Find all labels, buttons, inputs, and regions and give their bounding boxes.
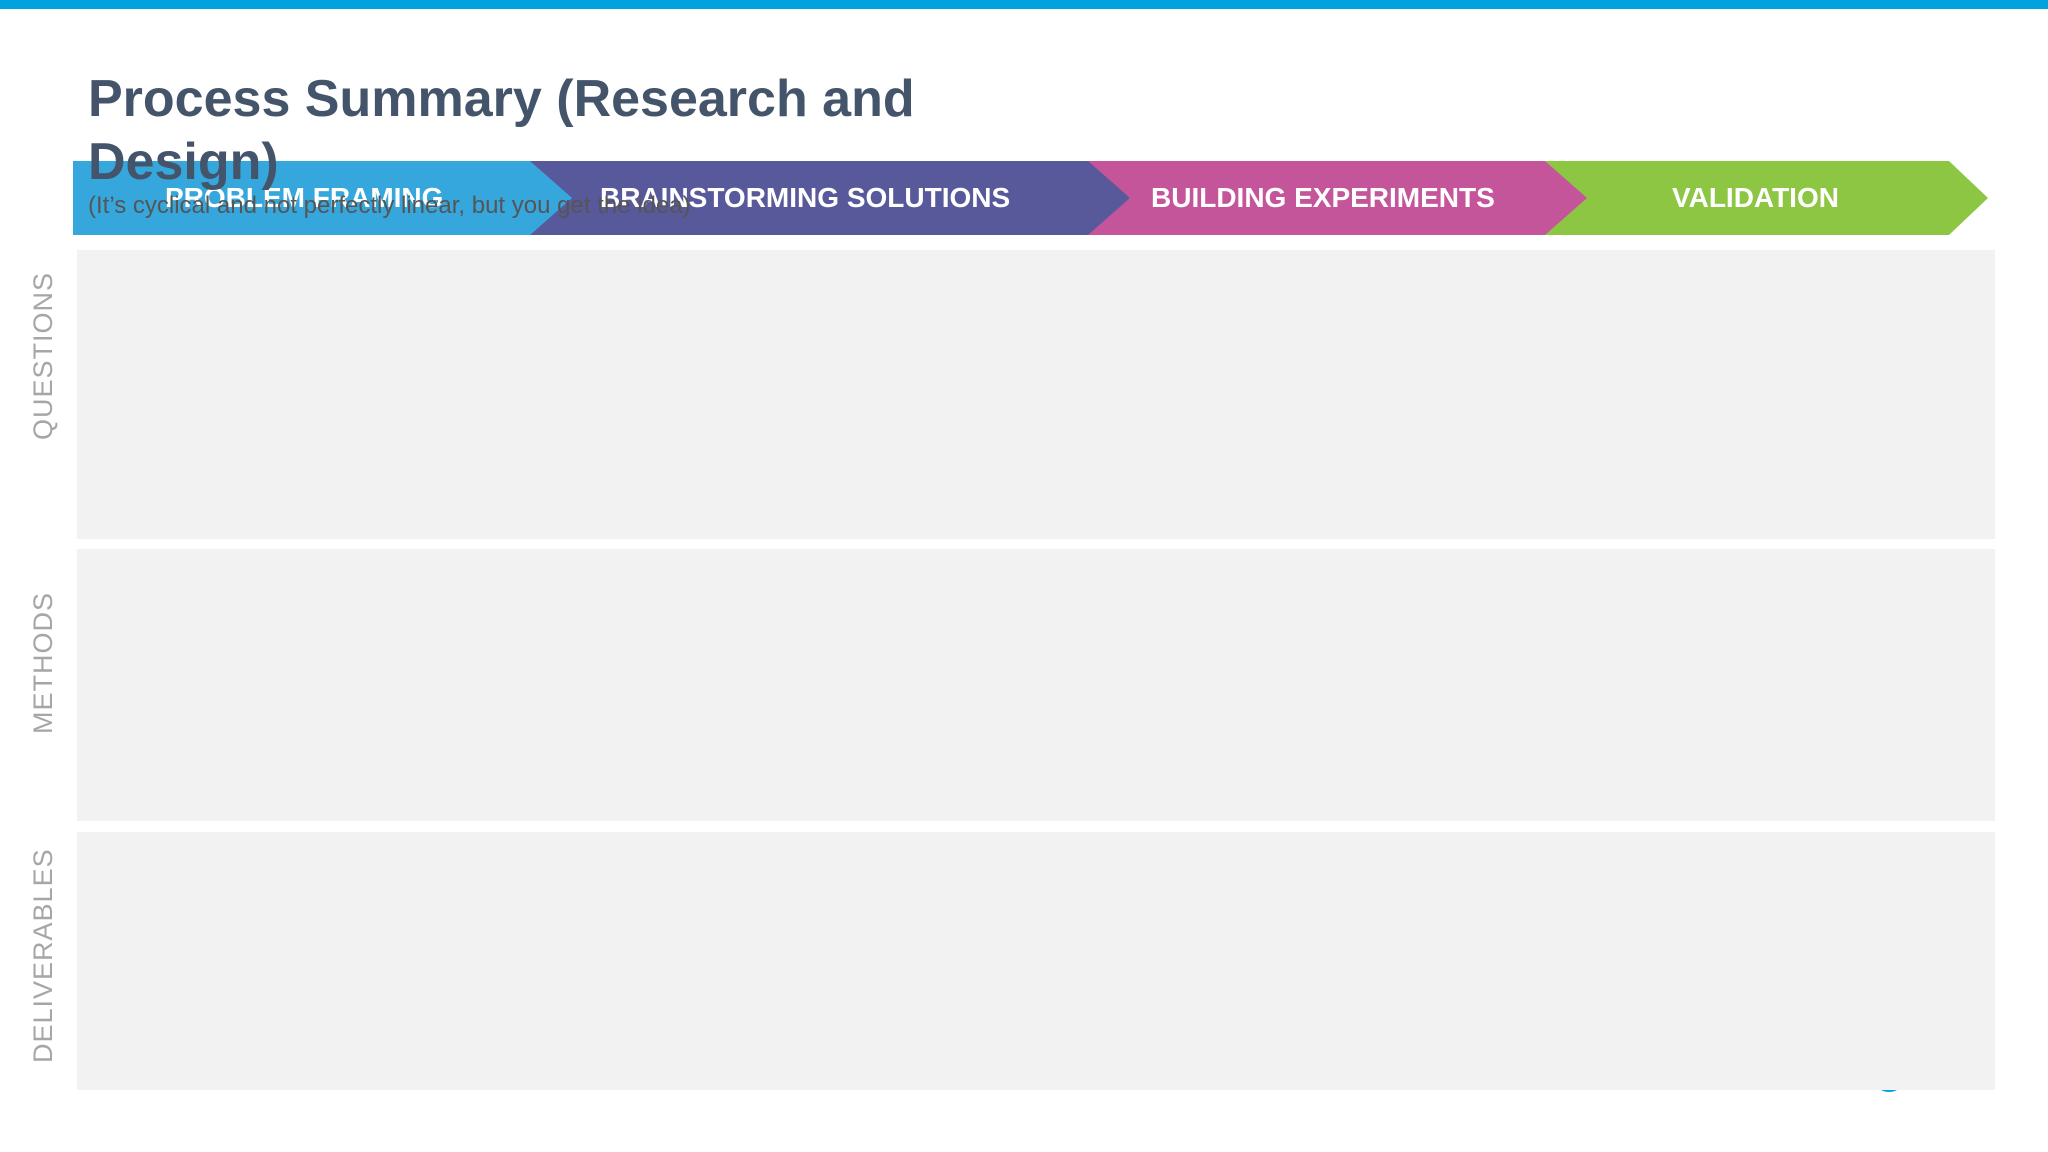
phase-brainstorming-solutions: BRAINSTORMING SOLUTIONS [530, 161, 1130, 235]
row-label-deliverables: DELIVERABLES [28, 848, 58, 1064]
phase-building-experiments: BUILDING EXPERIMENTS [1088, 161, 1588, 235]
row-label-methods: METHODS [28, 592, 58, 734]
page-title: Process Summary (Research and Design) [88, 70, 915, 191]
methods-row [77, 549, 1995, 821]
phase-problem-framing: PROBLEM FRAMING [73, 161, 573, 235]
page-subtitle: (It’s cyclical and not perfectly linear,… [88, 192, 691, 219]
top-accent-bar [0, 0, 2048, 9]
phase-validation: VALIDATION [1545, 161, 1988, 235]
deliverables-row [77, 832, 1995, 1090]
questions-row [77, 250, 1995, 539]
row-label-questions: QUESTIONS [28, 271, 58, 441]
